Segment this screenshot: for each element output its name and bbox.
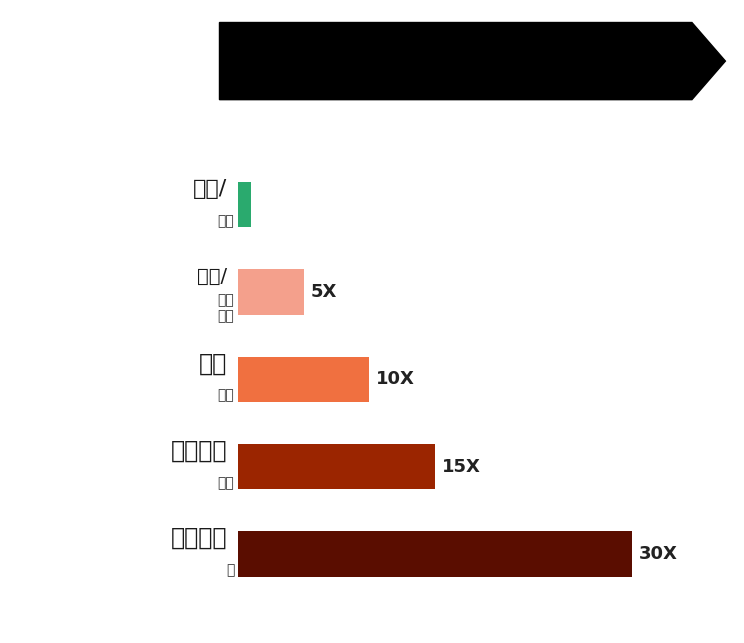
Text: 10X: 10X xyxy=(376,370,415,388)
Bar xyxy=(238,444,435,489)
Bar xyxy=(238,269,304,314)
Text: 15X: 15X xyxy=(442,458,481,476)
Text: 修正的成本: 修正的成本 xyxy=(422,47,504,75)
Bar xyxy=(238,182,251,228)
Text: 用户验收: 用户验收 xyxy=(170,439,227,463)
Text: 要求/: 要求/ xyxy=(193,179,227,199)
Text: 测试: 测试 xyxy=(217,388,234,403)
Text: 编码/: 编码/ xyxy=(197,266,227,285)
Text: 30X: 30X xyxy=(638,545,677,563)
Bar xyxy=(238,357,369,402)
Text: 集成: 集成 xyxy=(199,351,227,376)
Text: 单元
测试: 单元 测试 xyxy=(217,293,234,323)
Text: 后: 后 xyxy=(226,563,234,577)
Text: 测试: 测试 xyxy=(217,476,234,490)
Bar xyxy=(238,531,632,577)
Text: 5X: 5X xyxy=(310,283,337,301)
Text: 设计: 设计 xyxy=(217,213,234,228)
Text: 产品发布: 产品发布 xyxy=(170,526,227,550)
